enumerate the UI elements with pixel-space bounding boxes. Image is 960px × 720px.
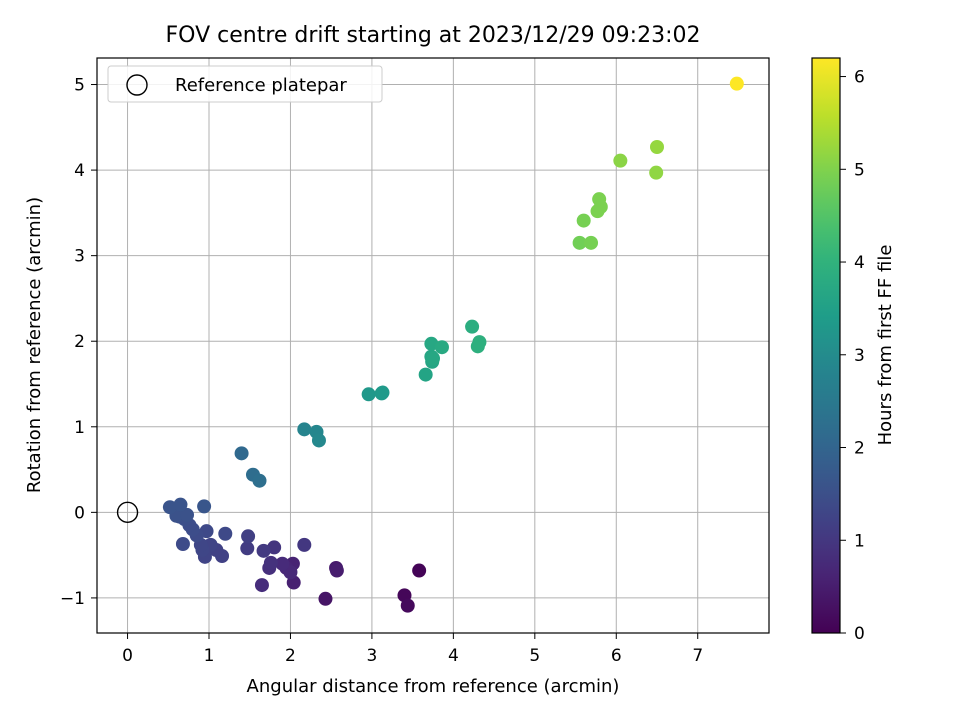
data-point xyxy=(241,529,256,544)
data-point xyxy=(418,367,433,382)
data-point xyxy=(375,385,390,400)
data-point xyxy=(729,76,744,91)
plot-area-frame xyxy=(96,57,770,634)
data-point xyxy=(361,387,376,402)
colorbar-tick-label: 0 xyxy=(854,624,865,644)
x-tick-label: 1 xyxy=(204,646,215,666)
colorbar-tick-label: 2 xyxy=(854,439,865,459)
colorbar-gradient xyxy=(811,57,841,634)
y-tick-label: 1 xyxy=(74,418,85,438)
colorbar-label: Hours from first FF file xyxy=(875,245,896,446)
x-tick-label: 4 xyxy=(448,646,459,666)
colorbar-tick-label: 4 xyxy=(854,253,865,273)
data-point xyxy=(465,319,480,334)
data-point xyxy=(197,499,212,514)
reference-point xyxy=(116,501,139,524)
x-tick-label: 5 xyxy=(529,646,540,666)
data-point xyxy=(426,351,440,366)
data-point xyxy=(650,139,664,154)
data-point xyxy=(173,497,188,512)
data-point xyxy=(613,153,628,168)
colorbar-tick-label: 5 xyxy=(854,160,865,180)
data-point xyxy=(297,422,312,437)
y-tick-label: 5 xyxy=(74,76,85,96)
data-point xyxy=(329,563,344,578)
data-point xyxy=(175,537,190,552)
y-tick-label: −1 xyxy=(60,589,85,609)
data-point xyxy=(252,473,267,488)
data-point xyxy=(472,335,487,350)
x-tick-label: 6 xyxy=(611,646,622,666)
y-tick-label: 3 xyxy=(74,247,85,267)
data-point xyxy=(263,555,278,570)
data-point xyxy=(256,543,271,558)
data-point xyxy=(400,598,415,613)
data-points xyxy=(162,76,744,613)
x-tick-label: 2 xyxy=(285,646,296,666)
data-point xyxy=(311,433,326,448)
y-tick-label: 0 xyxy=(74,503,85,523)
y-axis-label: Rotation from reference (arcmin) xyxy=(24,197,45,493)
data-point xyxy=(412,563,427,578)
data-point xyxy=(275,556,290,571)
data-point xyxy=(180,507,195,522)
y-axis-ticks: −1 0 1 2 3 4 5 xyxy=(60,76,97,609)
x-axis-ticks: 0 1 2 3 4 5 6 7 xyxy=(122,633,703,666)
data-point xyxy=(572,235,587,250)
legend-open-circle-marker xyxy=(126,74,148,96)
data-point xyxy=(162,500,177,515)
data-point xyxy=(649,165,664,180)
y-tick-label: 2 xyxy=(74,332,85,352)
x-tick-label: 0 xyxy=(122,646,133,666)
data-point xyxy=(434,340,449,355)
legend: Reference platepar xyxy=(107,65,383,103)
data-point xyxy=(297,537,312,552)
data-point xyxy=(267,540,282,555)
colorbar-tick-label: 3 xyxy=(854,346,865,366)
reference-marker xyxy=(116,501,139,524)
data-point xyxy=(318,591,333,606)
data-point xyxy=(254,578,269,593)
chart-title: FOV centre drift starting at 2023/12/29 … xyxy=(166,23,701,48)
y-tick-label: 4 xyxy=(74,161,85,181)
x-tick-label: 3 xyxy=(366,646,377,666)
colorbar-ticks: 0 1 2 3 4 5 6 xyxy=(840,68,865,644)
data-point xyxy=(240,541,255,556)
colorbar-tick-label: 1 xyxy=(854,531,865,551)
legend-box xyxy=(107,65,383,103)
grid-lines xyxy=(97,58,769,633)
colorbar: 0 1 2 3 4 5 6 Hours from first FF file xyxy=(811,57,896,644)
colorbar-tick-label: 6 xyxy=(854,68,865,88)
legend-label: Reference platepar xyxy=(175,75,347,96)
data-point xyxy=(424,336,439,351)
data-point xyxy=(218,526,233,541)
data-point xyxy=(584,235,599,250)
data-point xyxy=(234,446,249,461)
data-point xyxy=(576,213,591,228)
x-axis-label: Angular distance from reference (arcmin) xyxy=(247,676,620,697)
x-tick-label: 7 xyxy=(692,646,703,666)
data-point xyxy=(592,192,607,207)
